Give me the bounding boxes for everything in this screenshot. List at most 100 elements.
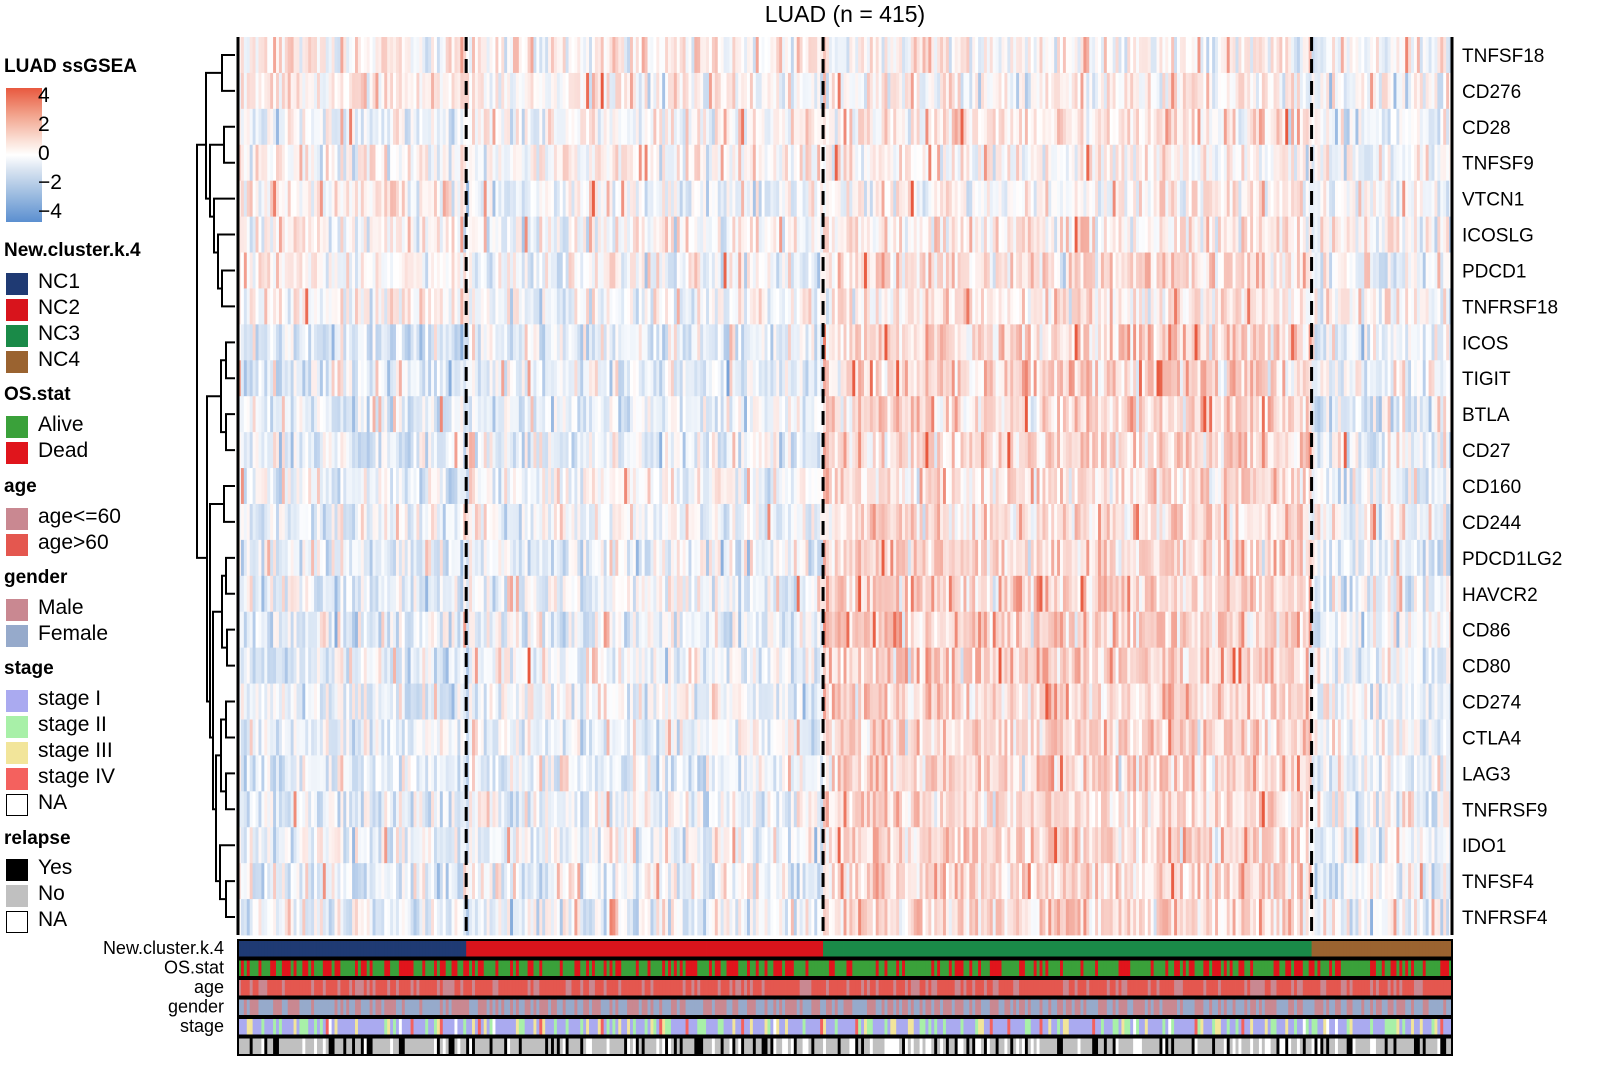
- heatmap-cell: [796, 324, 801, 361]
- heatmap-cell: [469, 755, 473, 792]
- heatmap-cell: [776, 791, 780, 828]
- heatmap-cell: [469, 683, 473, 720]
- heatmap-cell: [410, 288, 414, 325]
- heatmap-cell: [621, 863, 625, 900]
- heatmap-cell: [276, 324, 280, 361]
- heatmap-cell: [375, 360, 379, 397]
- heatmap-cell: [682, 719, 686, 756]
- heatmap-cell: [343, 216, 347, 253]
- heatmap-cell: [615, 252, 619, 289]
- heatmap-cell: [618, 396, 622, 433]
- heatmap-cell: [773, 719, 777, 756]
- heatmap-cell: [284, 683, 289, 720]
- heatmap-cell: [796, 647, 801, 684]
- heatmap-cell: [416, 37, 420, 74]
- heatmap-cell: [369, 539, 373, 577]
- heatmap-cell: [316, 863, 321, 900]
- heatmap-cell: [735, 863, 739, 900]
- heatmap-cell: [767, 755, 771, 792]
- heatmap-cell: [542, 468, 546, 505]
- heatmap-cell: [366, 324, 371, 361]
- heatmap-cell: [533, 791, 537, 828]
- heatmap-cell: [413, 827, 417, 864]
- heatmap-cell: [738, 72, 742, 110]
- heatmap-cell: [551, 37, 555, 74]
- heatmap-cell: [436, 468, 441, 505]
- heatmap-cell: [662, 288, 666, 325]
- heatmap-cell: [264, 37, 268, 74]
- heatmap-cell: [530, 360, 534, 397]
- heatmap-cell: [583, 791, 587, 828]
- heatmap-cell: [533, 683, 537, 720]
- heatmap-cell: [673, 396, 678, 433]
- heatmap-cell: [325, 503, 330, 541]
- heatmap-cell: [331, 288, 335, 325]
- heatmap-cell: [679, 539, 684, 577]
- heatmap-cell: [267, 72, 271, 110]
- heatmap-cell: [477, 755, 482, 792]
- heatmap-cell: [246, 180, 251, 217]
- heatmap-cell: [486, 108, 490, 146]
- heatmap-cell: [331, 503, 335, 541]
- heatmap-cell: [591, 827, 596, 864]
- heatmap-cell: [252, 539, 256, 577]
- heatmap-cell: [311, 72, 315, 110]
- heatmap-cell: [773, 539, 777, 577]
- heatmap-cell: [741, 503, 745, 541]
- heatmap-cell: [290, 288, 294, 325]
- heatmap-cell: [577, 432, 581, 469]
- heatmap-cell: [314, 539, 318, 577]
- heatmap-cell: [381, 827, 385, 864]
- heatmap-cell: [577, 539, 581, 577]
- heatmap-cell: [603, 683, 607, 720]
- heatmap-cell: [673, 72, 678, 110]
- heatmap-cell: [515, 755, 520, 792]
- heatmap-cell: [276, 288, 280, 325]
- heatmap-cell: [425, 288, 429, 325]
- heatmap-cell: [562, 827, 567, 864]
- heatmap-cell: [422, 899, 426, 936]
- heatmap-cell: [337, 827, 341, 864]
- heatmap-cell: [258, 899, 262, 936]
- heatmap-cell: [536, 144, 540, 182]
- heatmap-cell: [334, 37, 338, 74]
- heatmap-cell: [284, 647, 289, 684]
- heatmap-cell: [594, 216, 599, 253]
- heatmap-cell: [627, 288, 631, 325]
- heatmap-cell: [717, 37, 722, 74]
- heatmap-cell: [577, 503, 581, 541]
- heatmap-cell: [779, 324, 783, 361]
- heatmap-cell: [273, 719, 277, 756]
- heatmap-cell: [328, 899, 333, 936]
- heatmap-cell: [785, 180, 789, 217]
- heatmap-cell: [676, 755, 681, 792]
- heatmap-cell: [545, 468, 549, 505]
- heatmap-cell: [723, 647, 727, 684]
- chart-title: LUAD (n = 415): [765, 1, 925, 27]
- heatmap-cell: [682, 575, 686, 613]
- heatmap-cell: [548, 827, 552, 864]
- heatmap-cell: [586, 827, 590, 864]
- heatmap-cell: [296, 360, 300, 397]
- heatmap-cell: [273, 72, 277, 110]
- heatmap-cell: [401, 432, 406, 469]
- heatmap-cell: [741, 360, 745, 397]
- heatmap-cell: [559, 863, 564, 900]
- heatmap-cell: [685, 108, 689, 146]
- heatmap-cell: [691, 252, 695, 289]
- heatmap-cell: [653, 288, 657, 325]
- heatmap-cell: [316, 108, 321, 146]
- heatmap-cell: [682, 288, 686, 325]
- heatmap-cell: [384, 468, 388, 505]
- heatmap-cell: [782, 108, 786, 146]
- heatmap-cell: [407, 216, 411, 253]
- heatmap-cell: [814, 468, 818, 505]
- heatmap-cell: [659, 503, 663, 541]
- heatmap-cell: [571, 863, 575, 900]
- heatmap-cell: [641, 755, 646, 792]
- heatmap-cell: [559, 899, 564, 936]
- heatmap-cell: [670, 503, 675, 541]
- heatmap-cell: [732, 180, 736, 217]
- heatmap-cell: [507, 144, 511, 182]
- heatmap-cell: [331, 755, 335, 792]
